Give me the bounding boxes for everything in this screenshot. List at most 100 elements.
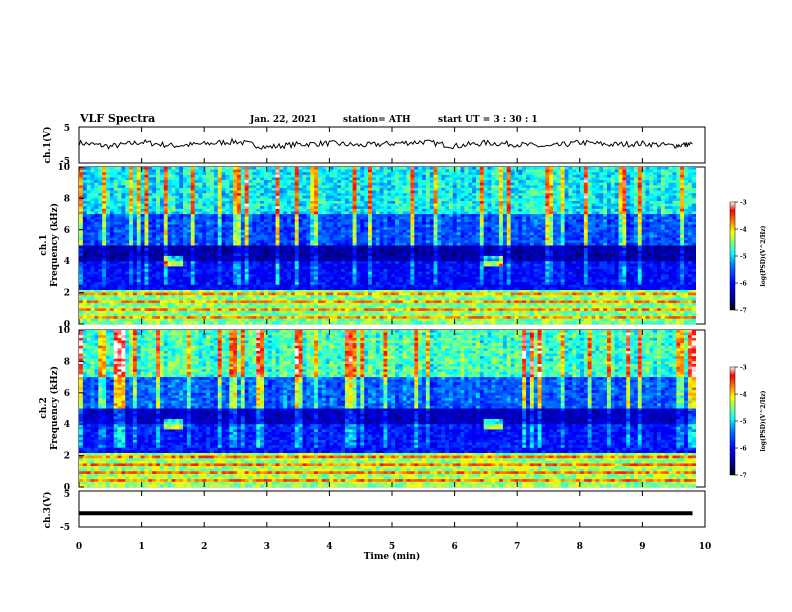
spectrogram-cell (626, 211, 630, 214)
spectrogram-cell (437, 235, 441, 238)
spectrogram-cell (125, 214, 129, 217)
spectrogram-cell (353, 209, 357, 212)
spectrogram-cell (653, 172, 657, 175)
spectrogram-cell (642, 227, 646, 230)
spectrogram-cell (264, 230, 268, 233)
spectrogram-cell (445, 206, 449, 209)
spectrogram-cell (580, 183, 584, 186)
spectrogram-cell (526, 217, 530, 220)
spectrogram-cell (568, 232, 572, 235)
spectrogram-cell (495, 232, 499, 235)
spectrogram-cell (584, 172, 588, 175)
spectrogram-cell (584, 238, 588, 241)
spectrogram-cell (241, 219, 245, 222)
spectrogram-cell (599, 211, 603, 214)
spectrogram-cell (391, 188, 395, 191)
spectrogram-cell (164, 240, 168, 243)
spectrogram-cell (175, 225, 179, 228)
spectrogram-cell (495, 209, 499, 212)
spectrogram-cell (595, 211, 599, 214)
spectrogram-cell (395, 167, 399, 170)
spectrogram-cell (672, 204, 676, 207)
spectrogram-cell (453, 191, 457, 194)
spectrogram-cell (287, 217, 291, 220)
spectrogram-cell (175, 243, 179, 246)
spectrogram-cell (599, 201, 603, 204)
spectrogram-cell (572, 209, 576, 212)
spectrogram-cell (661, 175, 665, 178)
spectrogram-cell (353, 175, 357, 178)
spectrogram-cell (299, 225, 303, 228)
spectrogram-cell (330, 217, 334, 220)
spectrogram-cell (507, 193, 511, 196)
spectrogram-cell (430, 230, 434, 233)
spectrogram-cell (580, 235, 584, 238)
spectrogram-cell (407, 198, 411, 201)
spectrogram-cell (480, 225, 484, 228)
spectrogram-cell (225, 225, 229, 228)
spectrogram-cell (638, 214, 642, 217)
spectrogram-cell (310, 240, 314, 243)
spectrogram-cell (464, 201, 468, 204)
spectrogram-cell (595, 240, 599, 243)
spectrogram-cell (245, 193, 249, 196)
spectrogram-cell (615, 180, 619, 183)
spectrogram-cell (561, 167, 565, 170)
spectrogram-cell (148, 235, 152, 238)
spectrogram-cell (314, 183, 318, 186)
spectrogram-cell (476, 211, 480, 214)
spectrogram-cell (364, 222, 368, 225)
spectrogram-cell (287, 185, 291, 188)
spectrogram-cell (661, 243, 665, 246)
spectrogram-cell (380, 185, 384, 188)
spectrogram-cell (410, 204, 414, 207)
spectrogram-cell (576, 183, 580, 186)
spectrogram-cell (276, 214, 280, 217)
spectrogram-cell (495, 193, 499, 196)
spectrogram-cell (434, 230, 438, 233)
spectrogram-cell (464, 188, 468, 191)
spectrogram-cell (91, 167, 95, 170)
spectrogram-cell (572, 225, 576, 228)
spectrogram-cell (125, 206, 129, 209)
spectrogram-cell (94, 177, 98, 180)
spectrogram-cell (522, 177, 526, 180)
spectrogram-cell (526, 230, 530, 233)
spectrogram-cell (534, 167, 538, 170)
spectrogram-cell (538, 214, 542, 217)
spectrogram-cell (164, 227, 168, 230)
spectrogram-cell (484, 201, 488, 204)
spectrogram-cell (434, 177, 438, 180)
spectrogram-cell (530, 217, 534, 220)
spectrogram-cell (538, 238, 542, 241)
spectrogram-cell (145, 193, 149, 196)
spectrogram-cell (476, 204, 480, 207)
spectrogram-cell (449, 243, 453, 246)
spectrogram-cell (441, 214, 445, 217)
spectrogram-cell (453, 238, 457, 241)
spectrogram-cell (665, 172, 669, 175)
spectrogram-cell (538, 222, 542, 225)
spectrogram-cell (461, 180, 465, 183)
spectrogram-cell (303, 230, 307, 233)
spectrogram-cell (337, 227, 341, 230)
spectrogram-cell (364, 230, 368, 233)
spectrogram-cell (526, 201, 530, 204)
spectrogram-cell (630, 170, 634, 173)
spectrogram-cell (291, 211, 295, 214)
spectrogram-cell (287, 172, 291, 175)
spectrogram-cell (237, 180, 241, 183)
spectrogram-cell (368, 211, 372, 214)
spectrogram-cell (561, 219, 565, 222)
spectrogram-cell (480, 217, 484, 220)
spectrogram-cell (272, 172, 276, 175)
spectrogram-cell (94, 180, 98, 183)
spectrogram-cell (218, 230, 222, 233)
spectrogram-cell (468, 214, 472, 217)
spectrogram-cell (322, 170, 326, 173)
spectrogram-cell (118, 188, 122, 191)
spectrogram-cell (233, 167, 237, 170)
spectrogram-cell (395, 191, 399, 194)
spectrogram-cell (129, 183, 133, 186)
spectrogram-cell (249, 219, 253, 222)
